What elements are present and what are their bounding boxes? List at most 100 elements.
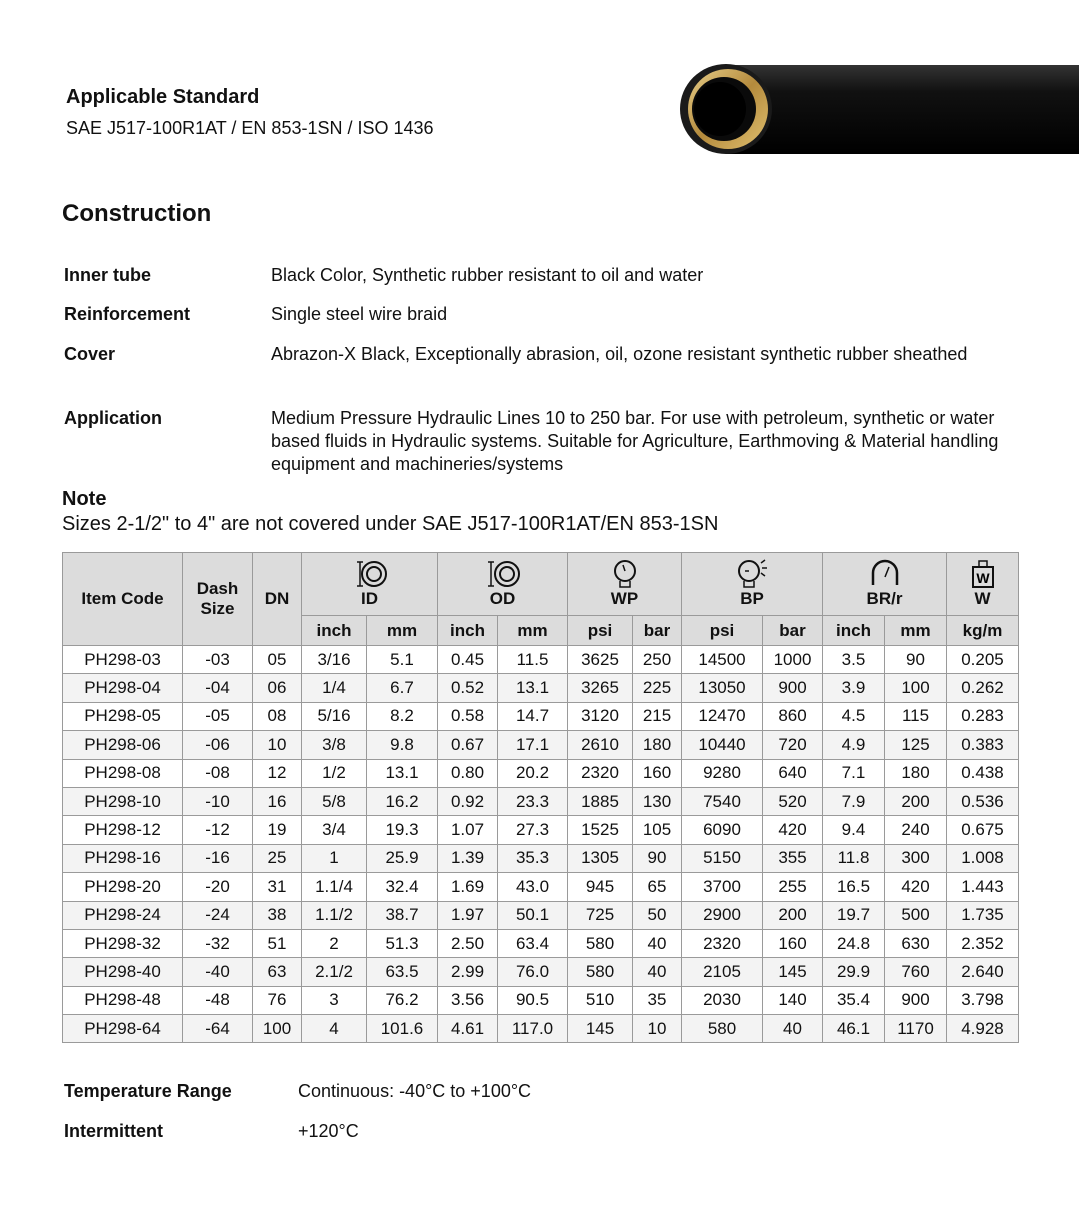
table-cell: 1.1/4 <box>301 872 367 902</box>
table-cell: 3700 <box>681 872 763 902</box>
table-cell: 35.4 <box>822 985 885 1016</box>
unit-header: bar <box>762 615 823 646</box>
inner-diameter-icon <box>302 559 437 589</box>
temperature-range-label: Temperature Range <box>64 1081 232 1101</box>
table-row: PH298-12 -12 19 3/4 19.3 1.07 27.3 1525 105 6090 4… <box>62 815 1019 845</box>
table-cell: 0.675 <box>946 815 1019 845</box>
table-cell: -04 <box>182 673 253 703</box>
table-cell: PH298-48 <box>62 985 183 1016</box>
table-cell: 240 <box>884 815 947 845</box>
table-cell: 5.1 <box>366 644 438 675</box>
table-cell: 20.2 <box>497 758 568 788</box>
table-cell: PH298-64 <box>62 1014 183 1044</box>
unit-header: inch <box>822 615 885 646</box>
table-cell: 0.283 <box>946 701 1019 732</box>
table-cell: -03 <box>182 644 253 675</box>
table-cell: PH298-24 <box>62 900 183 930</box>
table-row: PH298-08 -08 12 1/2 13.1 0.80 20.2 2320 160 9280 6… <box>62 758 1019 788</box>
table-cell: -48 <box>182 985 253 1016</box>
table-cell: 2.99 <box>437 957 498 987</box>
table-cell: 17.1 <box>497 730 568 760</box>
table-cell: 25 <box>252 843 302 874</box>
table-cell: 0.383 <box>946 730 1019 760</box>
table-row: PH298-04 -04 06 1/4 6.7 0.52 13.1 3265 225 13050 9… <box>62 673 1019 703</box>
table-cell: 3625 <box>567 644 633 675</box>
table-cell: 160 <box>632 758 682 788</box>
table-cell: 1/2 <box>301 758 367 788</box>
table-cell: 130 <box>632 786 682 817</box>
table-cell: 2320 <box>681 928 763 959</box>
table-cell: 200 <box>884 786 947 817</box>
table-cell: 2320 <box>567 758 633 788</box>
table-cell: 16.2 <box>366 786 438 817</box>
application-value: Medium Pressure Hydraulic Lines 10 to 25… <box>271 408 999 474</box>
table-cell: 1.07 <box>437 815 498 845</box>
table-cell: 250 <box>632 644 682 675</box>
table-cell: 100 <box>252 1014 302 1044</box>
table-cell: 145 <box>567 1014 633 1044</box>
table-cell: PH298-05 <box>62 701 183 732</box>
hose-image <box>680 64 1079 154</box>
table-cell: 2030 <box>681 985 763 1016</box>
burst-gauge-icon <box>682 559 822 589</box>
table-cell: 2610 <box>567 730 633 760</box>
table-cell: 420 <box>762 815 823 845</box>
table-cell: 76 <box>252 985 302 1016</box>
table-cell: 630 <box>884 928 947 959</box>
unit-header: mm <box>497 615 568 646</box>
table-cell: -08 <box>182 758 253 788</box>
table-cell: 1 <box>301 843 367 874</box>
table-cell: 900 <box>762 673 823 703</box>
table-cell: 125 <box>884 730 947 760</box>
table-cell: 10440 <box>681 730 763 760</box>
table-cell: 640 <box>762 758 823 788</box>
table-cell: 3 <box>301 985 367 1016</box>
table-cell: 51 <box>252 928 302 959</box>
header-wp: WP <box>567 552 682 616</box>
table-cell: 945 <box>567 872 633 902</box>
table-cell: 3.56 <box>437 985 498 1016</box>
table-cell: 105 <box>632 815 682 845</box>
table-cell: 43.0 <box>497 872 568 902</box>
table-cell: 13.1 <box>497 673 568 703</box>
table-cell: 32.4 <box>366 872 438 902</box>
table-cell: PH298-12 <box>62 815 183 845</box>
header-od: OD <box>437 552 568 616</box>
table-cell: 5/8 <box>301 786 367 817</box>
note-text: Sizes 2-1/2" to 4" are not covered under… <box>62 513 719 535</box>
table-cell: 2 <box>301 928 367 959</box>
table-cell: 0.205 <box>946 644 1019 675</box>
inner-tube-label: Inner tube <box>64 265 152 285</box>
table-cell: 300 <box>884 843 947 874</box>
table-row: PH298-32 -32 51 2 51.3 2.50 63.4 580 40 2320 160 24… <box>62 928 1019 959</box>
table-cell: 14500 <box>681 644 763 675</box>
table-cell: 90 <box>632 843 682 874</box>
table-cell: 10 <box>252 730 302 760</box>
header-br-r-label: BR/r <box>866 589 903 608</box>
table-row: PH298-06 -06 10 3/8 9.8 0.67 17.1 2610 180 10440 7… <box>62 730 1019 760</box>
table-row: PH298-16 -16 25 1 25.9 1.39 35.3 1305 90 5150 355 1… <box>62 843 1019 874</box>
table-cell: 860 <box>762 701 823 732</box>
table-cell: 355 <box>762 843 823 874</box>
table-cell: 100 <box>884 673 947 703</box>
table-cell: 145 <box>762 957 823 987</box>
table-cell: 2.1/2 <box>301 957 367 987</box>
table-cell: 08 <box>252 701 302 732</box>
table-row: PH298-10 -10 16 5/8 16.2 0.92 23.3 1885 130 7540 5… <box>62 786 1019 817</box>
table-cell: PH298-16 <box>62 843 183 874</box>
unit-header: inch <box>437 615 498 646</box>
table-cell: 1170 <box>884 1014 947 1044</box>
table-cell: 1.443 <box>946 872 1019 902</box>
table-cell: 51.3 <box>366 928 438 959</box>
table-cell: 9.4 <box>822 815 885 845</box>
header-bp: BP <box>681 552 823 616</box>
table-cell: 2.640 <box>946 957 1019 987</box>
table-cell: -16 <box>182 843 253 874</box>
table-cell: 510 <box>567 985 633 1016</box>
table-cell: 101.6 <box>366 1014 438 1044</box>
table-cell: 12 <box>252 758 302 788</box>
table-cell: 2.50 <box>437 928 498 959</box>
table-cell: 46.1 <box>822 1014 885 1044</box>
table-cell: 4.928 <box>946 1014 1019 1044</box>
